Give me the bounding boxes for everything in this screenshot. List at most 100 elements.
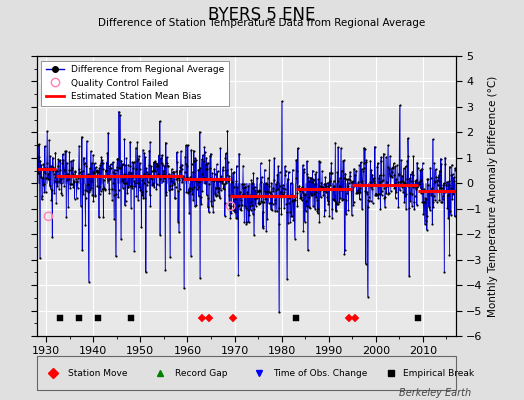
Point	[138, 176, 146, 183]
Point	[446, 208, 454, 214]
Point	[399, 179, 407, 186]
Point	[389, 165, 397, 172]
Point	[122, 155, 130, 162]
Point	[144, 171, 152, 178]
Point	[439, 182, 447, 188]
Point	[425, 206, 434, 213]
Point	[130, 178, 139, 184]
Point	[252, 192, 260, 198]
Point	[108, 180, 117, 186]
Point	[271, 200, 280, 206]
Point	[172, 176, 180, 182]
Point	[227, 210, 235, 216]
Point	[322, 183, 330, 189]
Point	[287, 192, 295, 198]
Point	[441, 154, 449, 161]
Point	[224, 178, 233, 185]
Point	[46, 153, 54, 160]
Point	[133, 158, 141, 164]
Point	[372, 191, 380, 197]
Point	[74, 175, 82, 181]
Point	[396, 187, 404, 193]
Point	[429, 136, 437, 142]
Point	[218, 180, 226, 186]
Point	[374, 195, 383, 202]
Point	[232, 215, 240, 221]
Point	[66, 185, 74, 192]
Point	[260, 192, 268, 199]
Point	[368, 172, 377, 178]
Point	[185, 184, 194, 191]
Point	[315, 159, 324, 165]
Point	[277, 188, 285, 195]
Point	[300, 166, 308, 172]
Point	[406, 198, 414, 205]
Point	[94, 169, 102, 175]
Point	[136, 187, 145, 194]
Point	[287, 213, 296, 220]
Point	[344, 207, 353, 213]
Point	[296, 188, 304, 194]
Point	[403, 158, 411, 164]
Point	[99, 160, 107, 166]
Point	[262, 228, 270, 234]
Point	[343, 176, 352, 182]
Point	[74, 166, 83, 172]
Point	[157, 160, 166, 166]
Point	[292, 156, 300, 163]
Point	[47, 185, 55, 192]
Point	[363, 189, 372, 195]
Point	[110, 216, 118, 222]
Point	[173, 175, 182, 181]
Point	[77, 172, 85, 178]
Point	[209, 209, 217, 215]
Point	[286, 219, 294, 225]
Point	[341, 247, 349, 253]
Point	[416, 167, 424, 174]
Point	[54, 158, 63, 164]
Point	[321, 207, 329, 213]
Point	[44, 171, 52, 177]
Point	[437, 161, 445, 167]
Point	[293, 203, 301, 210]
Point	[367, 186, 376, 192]
Point	[57, 180, 65, 186]
Point	[173, 159, 181, 165]
Point	[332, 207, 341, 214]
Point	[45, 137, 53, 143]
Point	[333, 169, 342, 176]
Point	[53, 178, 61, 185]
Point	[115, 164, 124, 171]
Point	[154, 170, 162, 177]
Point	[225, 202, 233, 208]
Point	[360, 144, 368, 151]
Point	[101, 185, 109, 192]
Point	[271, 187, 280, 193]
Point	[330, 197, 339, 204]
Point	[49, 168, 58, 174]
Point	[141, 154, 149, 160]
Point	[385, 171, 394, 178]
Point	[444, 214, 452, 221]
Point	[346, 169, 354, 175]
Point	[387, 165, 396, 171]
Point	[65, 149, 73, 156]
Point	[424, 204, 433, 210]
Point	[234, 272, 243, 278]
Point	[111, 170, 119, 176]
Point	[369, 180, 378, 186]
Point	[62, 160, 71, 166]
Point	[226, 203, 235, 209]
Point	[140, 150, 149, 156]
Point	[432, 187, 441, 194]
Point	[193, 176, 202, 182]
Point	[140, 195, 149, 202]
Point	[143, 182, 151, 188]
Point	[270, 155, 278, 162]
Point	[111, 186, 119, 193]
Point	[79, 191, 88, 197]
Point	[155, 152, 163, 159]
Point	[32, 158, 41, 165]
Point	[373, 192, 381, 198]
Point	[86, 148, 95, 154]
